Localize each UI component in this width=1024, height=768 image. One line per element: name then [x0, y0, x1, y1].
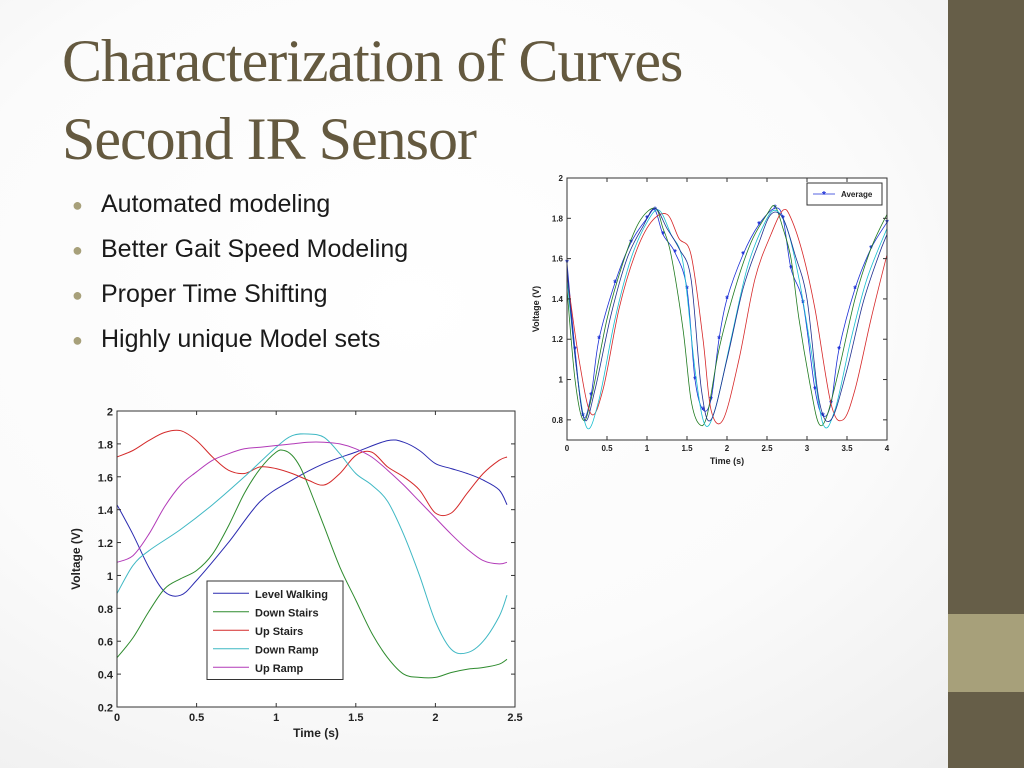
bullet-dot-icon: ●	[72, 329, 83, 350]
data-point-marker: *	[853, 284, 857, 294]
x-axis-label: Time (s)	[710, 456, 744, 466]
y-tick-label: 1.2	[552, 335, 564, 344]
plot-area	[567, 178, 887, 440]
bullet-dot-icon: ●	[72, 284, 83, 305]
data-point-marker: *	[757, 219, 761, 229]
y-tick-label: 0.2	[98, 703, 113, 715]
bullet-text: Better Gait Speed Modeling	[101, 235, 409, 263]
x-tick-label: 0.5	[189, 712, 204, 724]
y-tick-label: 1.2	[98, 538, 113, 550]
x-tick-label: 0	[114, 712, 120, 724]
data-point-marker: *	[741, 250, 745, 260]
bullet-item: ● Better Gait Speed Modeling	[72, 227, 408, 272]
data-point-marker: *	[813, 385, 817, 395]
y-tick-label: 0.4	[98, 670, 114, 682]
series-line-unnamed-4	[567, 207, 887, 423]
series-line-unnamed-1	[567, 205, 887, 427]
data-point-marker: *	[717, 334, 721, 344]
y-tick-label: 2	[107, 407, 113, 419]
bullet-item: ● Automated modeling	[72, 182, 408, 227]
data-point-marker: *	[701, 405, 705, 415]
data-point-marker: *	[789, 264, 793, 274]
x-tick-label: 2.5	[761, 444, 773, 453]
series-line-up-ramp	[117, 441, 508, 565]
legend-marker: *	[822, 190, 826, 201]
data-point-marker: *	[661, 229, 665, 239]
activity-voltage-chart: 0 0.5 1 1.5 2 2.5 0.2 0.4 0.6 0.8 1 1.2 1.4 1.6 1.8 2 Ti…	[69, 407, 523, 741]
x-tick-label: 0.5	[601, 444, 613, 453]
legend-label: Down Stairs	[255, 607, 319, 619]
x-tick-label: 0	[565, 444, 570, 453]
data-point-marker: *	[629, 237, 633, 247]
y-tick-label: 0.8	[552, 416, 564, 425]
legend-box	[806, 182, 883, 206]
x-tick-label: 1.5	[348, 712, 363, 724]
data-point-marker: *	[773, 203, 777, 213]
series-line-down-ramp	[117, 433, 508, 655]
bullet-text: Automated modeling	[101, 190, 331, 218]
data-point-marker: *	[589, 391, 593, 401]
data-point-marker: *	[685, 284, 689, 294]
data-point-marker: *	[837, 344, 841, 354]
bullet-item: ● Proper Time Shifting	[72, 272, 408, 317]
x-tick-label: 4	[885, 444, 890, 453]
data-point-marker: *	[613, 278, 617, 288]
data-point-marker: *	[725, 294, 729, 304]
x-tick-label: 2	[725, 444, 730, 453]
y-tick-label: 1.6	[552, 255, 564, 264]
y-tick-label: 1.8	[98, 439, 113, 451]
data-point-marker: *	[597, 334, 601, 344]
y-tick-label: 1.8	[552, 214, 564, 223]
y-axis-label: Voltage (V)	[69, 528, 83, 590]
y-tick-label: 2	[559, 174, 564, 183]
average-voltage-chart: ******************************0 0.5 1 1.5 2 2…	[531, 174, 890, 466]
x-tick-label: 1	[645, 444, 650, 453]
x-tick-label: 3.5	[841, 444, 853, 453]
x-axis-label: Time (s)	[293, 726, 339, 740]
y-tick-label: 1	[107, 571, 113, 583]
series-line-down-stairs	[117, 449, 508, 679]
plot-frame	[116, 410, 516, 708]
slide-title-line-1: Characterization of Curves	[62, 28, 683, 94]
bullet-dot-icon: ●	[72, 239, 83, 260]
y-tick-label: 0.6	[98, 637, 113, 649]
legend-label: Up Stairs	[255, 626, 303, 638]
y-tick-label: 1.6	[98, 472, 113, 484]
y-tick-label: 1.4	[98, 505, 114, 517]
y-tick-label: 1.4	[552, 295, 564, 304]
data-point-marker: *	[693, 375, 697, 385]
y-tick-label: 0.8	[98, 604, 113, 616]
series-line-unnamed-2	[567, 208, 887, 425]
legend-label: Average	[841, 190, 873, 199]
x-tick-label: 3	[805, 444, 810, 453]
bullet-text: Proper Time Shifting	[101, 280, 328, 308]
x-tick-label: 2.5	[507, 712, 522, 724]
x-tick-label: 1	[273, 712, 279, 724]
slide-title-line-2: Second IR Sensor	[62, 106, 477, 172]
data-point-marker: *	[673, 248, 677, 258]
slide-title: Characterization of Curves Second IR Sen…	[62, 22, 922, 178]
legend-label: Level Walking	[255, 589, 328, 601]
data-point-marker: *	[573, 344, 577, 354]
data-point-marker: *	[709, 395, 713, 405]
legend-label: Down Ramp	[255, 644, 319, 656]
y-axis-label: Voltage (V)	[531, 286, 541, 332]
bullet-list: ● Automated modeling ● Better Gait Speed M…	[72, 182, 408, 362]
sidebar-accent-block	[948, 614, 1024, 692]
bullet-dot-icon: ●	[72, 194, 83, 215]
bullet-text: Highly unique Model sets	[101, 325, 381, 353]
bullet-item: ● Highly unique Model sets	[72, 317, 408, 362]
series-line-level-walking	[117, 439, 508, 597]
x-tick-label: 2	[432, 712, 438, 724]
y-tick-label: 1	[559, 376, 564, 385]
legend-label: Up Ramp	[255, 663, 304, 675]
series-line-up-stairs	[117, 429, 508, 517]
x-tick-label: 1.5	[681, 444, 693, 453]
